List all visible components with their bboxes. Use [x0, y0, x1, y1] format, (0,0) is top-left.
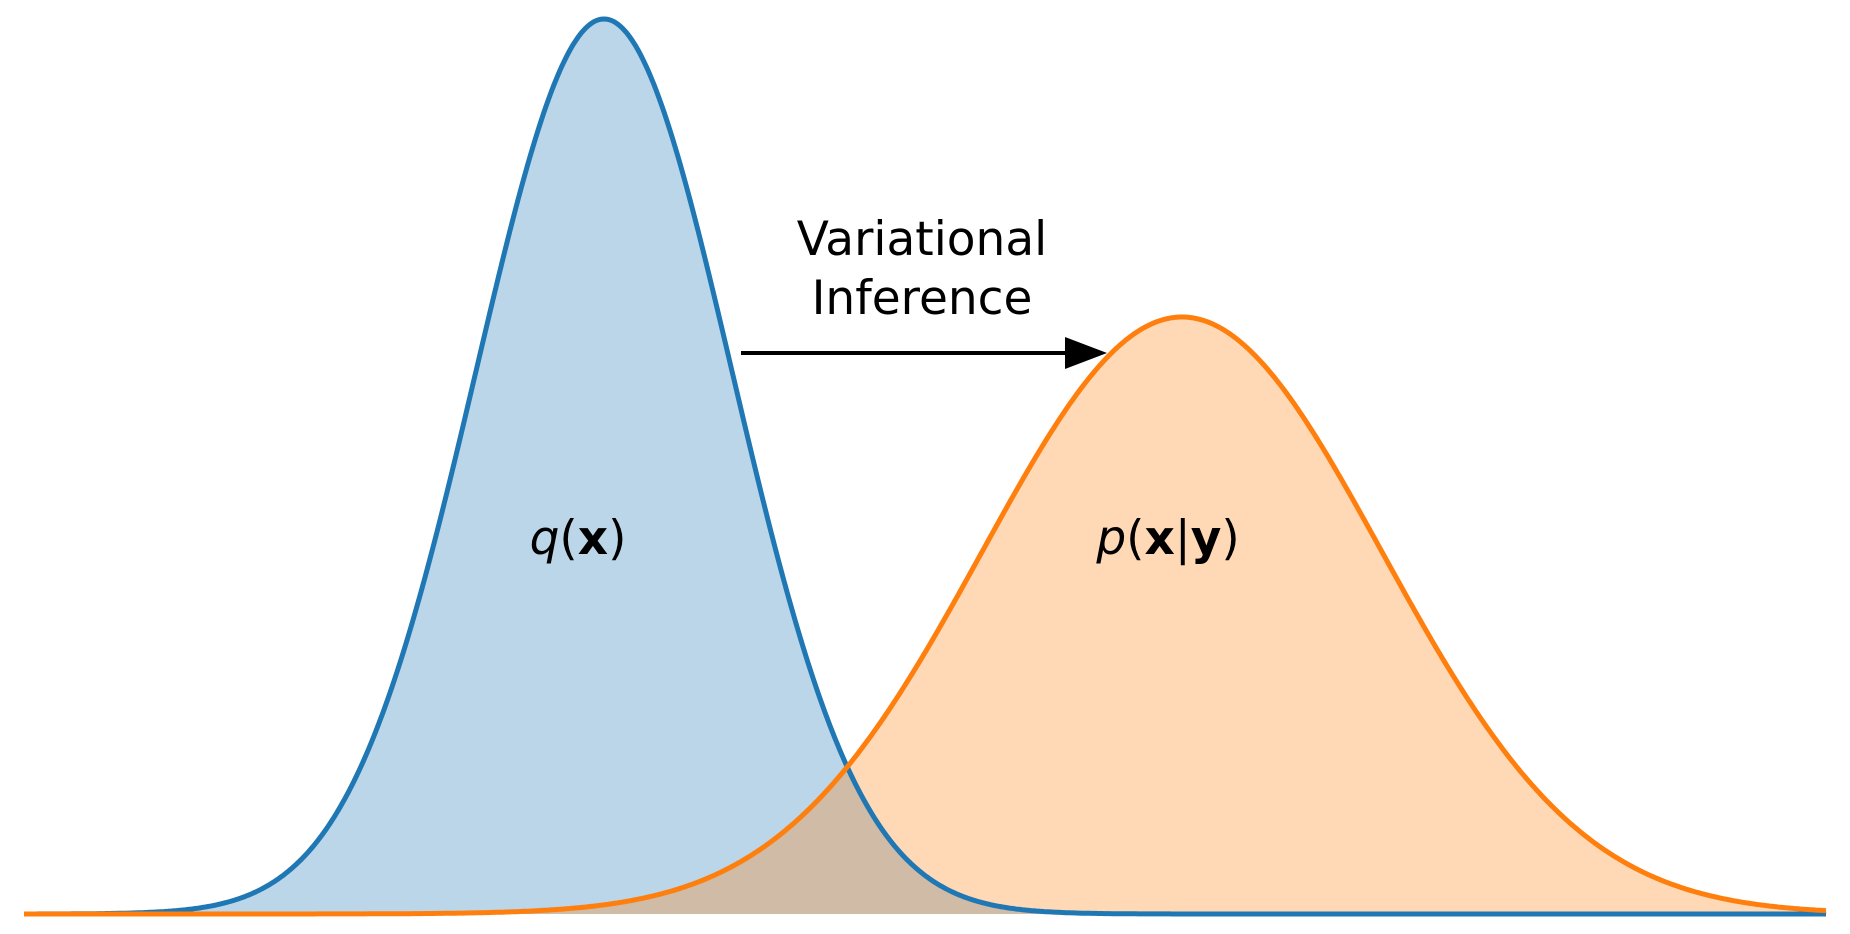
title-line: Variational — [797, 212, 1047, 267]
density-curve — [23, 16, 1827, 917]
p-label: p(x|y) — [1095, 511, 1239, 566]
density-fill — [24, 317, 1827, 914]
title-line: Inference — [812, 271, 1033, 326]
q-label: q(x) — [530, 511, 627, 566]
density-fill — [24, 19, 1827, 914]
label-part: x — [1145, 511, 1175, 566]
label-part: ( — [1126, 511, 1144, 566]
label-part: | — [1175, 511, 1191, 566]
label-part: p — [1095, 511, 1126, 566]
label-part: ( — [559, 511, 577, 566]
arrow-head — [1065, 337, 1107, 369]
label-part: ) — [1221, 511, 1239, 566]
density-curve — [23, 314, 1827, 917]
label-part: q — [530, 511, 560, 566]
label-part: x — [578, 511, 608, 566]
curves — [23, 16, 1827, 917]
label-part: ) — [608, 511, 626, 566]
label-part: y — [1191, 511, 1222, 566]
